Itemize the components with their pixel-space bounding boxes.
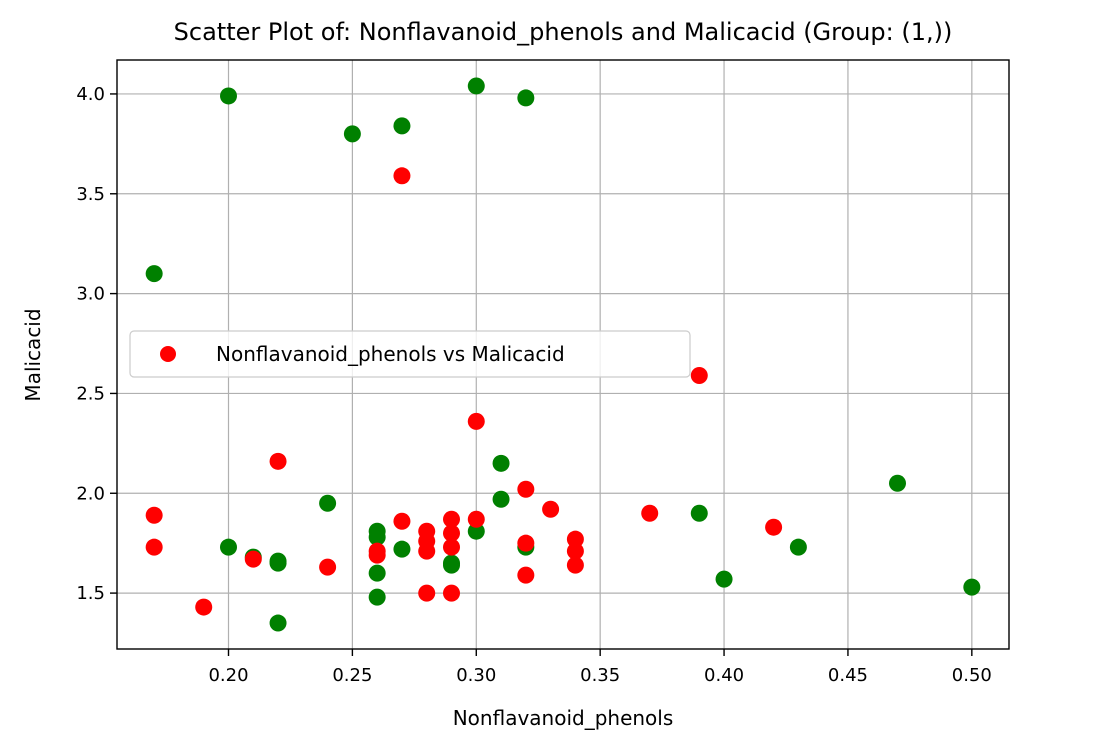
y-axis-ticks: 1.5 2.0 2.5 3.0 3.5 4.0 (76, 84, 117, 604)
red-data-point (517, 480, 535, 498)
red-data-point (269, 452, 287, 470)
red-data-point (690, 366, 708, 384)
red-data-point (542, 500, 560, 518)
green-data-point (789, 538, 807, 556)
green-data-point (319, 494, 337, 512)
green-data-point (443, 556, 460, 574)
y-tick-label: 2.5 (76, 383, 105, 404)
green-data-point (393, 540, 411, 558)
green-data-point (690, 504, 708, 522)
x-axis-ticks: 0.20 0.25 0.30 0.35 0.40 0.45 0.50 (208, 649, 992, 686)
y-tick-label: 3.0 (76, 284, 105, 305)
green-data-point (343, 125, 361, 143)
chart-title: Scatter Plot of: Nonflavanoid_phenols an… (174, 18, 953, 46)
legend-label: Nonflavanoid_phenols vs Malicacid (216, 342, 565, 366)
green-data-point (517, 89, 535, 107)
red-data-point (393, 167, 411, 185)
red-data-point (517, 534, 535, 552)
red-data-point (641, 504, 659, 522)
red-data-point (566, 530, 584, 548)
red-data-point (393, 512, 411, 530)
y-tick-label: 2.0 (76, 483, 105, 504)
green-data-point (368, 588, 386, 606)
green-data-point (492, 454, 510, 472)
red-data-point (467, 412, 485, 430)
red-data-point (368, 546, 386, 564)
red-data-point (418, 584, 436, 602)
green-data-point (467, 77, 485, 95)
red-data-point (195, 598, 213, 616)
x-tick-label: 0.25 (332, 665, 372, 686)
red-data-point (517, 566, 535, 584)
legend-marker (160, 346, 176, 362)
plot-frame (116, 59, 1010, 650)
red-data-point (319, 558, 337, 576)
green-data-point (220, 87, 237, 105)
green-data-point (269, 614, 287, 632)
series-red-points (145, 167, 783, 616)
y-tick-label: 3.5 (76, 184, 105, 205)
red-data-point (443, 510, 460, 528)
x-tick-label: 0.40 (704, 665, 744, 686)
red-data-point (145, 538, 163, 556)
x-axis-label: Nonflavanoid_phenols (453, 706, 674, 730)
red-data-point (765, 518, 783, 536)
legend-box (129, 330, 691, 378)
legend: Nonflavanoid_phenols vs Malicacid (129, 330, 691, 378)
red-data-point (443, 538, 460, 556)
green-data-point (963, 578, 981, 596)
green-data-point (492, 490, 510, 508)
grid-layer (117, 60, 1009, 649)
y-axis-label: Malicacid (21, 308, 45, 401)
red-data-point (244, 550, 262, 568)
green-data-point (269, 554, 287, 572)
x-tick-label: 0.35 (580, 665, 620, 686)
red-data-point (418, 542, 436, 560)
red-data-point (566, 556, 584, 574)
red-data-point (443, 584, 460, 602)
x-tick-label: 0.45 (828, 665, 868, 686)
x-tick-label: 0.30 (456, 665, 496, 686)
red-data-point (566, 542, 584, 560)
red-data-point (443, 524, 460, 542)
green-data-point (715, 570, 733, 588)
y-tick-label: 1.5 (76, 583, 105, 604)
green-data-point (220, 538, 237, 556)
green-data-point (145, 265, 163, 283)
red-data-point (467, 510, 485, 528)
green-data-point (368, 564, 386, 582)
x-tick-label: 0.50 (952, 665, 992, 686)
red-data-point (145, 506, 163, 524)
green-data-point (368, 528, 386, 546)
green-data-point (393, 117, 411, 135)
x-tick-label: 0.20 (208, 665, 248, 686)
green-data-point (467, 522, 485, 540)
green-data-point (889, 474, 906, 492)
y-tick-label: 4.0 (76, 84, 105, 105)
